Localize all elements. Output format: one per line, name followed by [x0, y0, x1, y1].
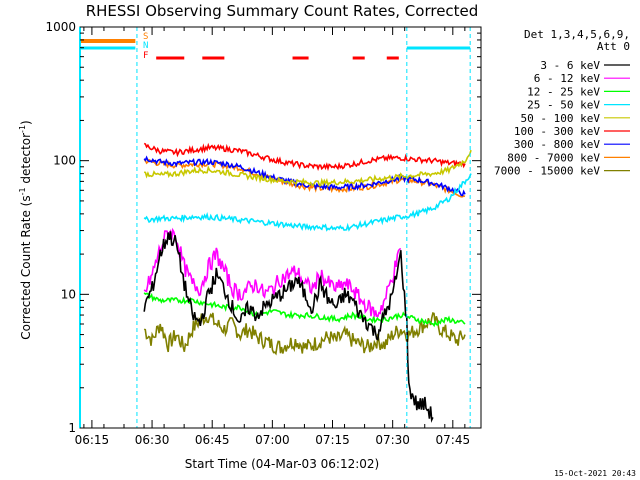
series-layer: [143, 142, 472, 423]
axes: 1 10 100 1000 06:15 06:30 06:45 07:00 07:15 07:30…: [45, 20, 482, 447]
legend-header: Att 0: [597, 40, 630, 53]
x-tick-label: 07:15: [315, 433, 350, 447]
x-axis-label: Start Time (04-Mar-03 06:12:02): [185, 457, 379, 471]
flag-letter-f: F: [143, 51, 148, 61]
x-tick-label: 07:45: [436, 433, 471, 447]
legend-label-50-100-kev: 50 - 100 keV: [521, 112, 601, 125]
series-line-3-6-kev: [143, 231, 434, 423]
legend-label-100-300-kev: 100 - 300 keV: [514, 125, 600, 138]
chart-title: RHESSI Observing Summary Count Rates, Co…: [86, 2, 479, 20]
flag-layer: SNF: [80, 27, 471, 428]
y-tick-label: 1: [68, 421, 76, 435]
legend-label-6-12-kev: 6 - 12 keV: [534, 72, 601, 85]
flag-letter-s: S: [143, 32, 148, 42]
series-line-800-7000-kev: [144, 158, 466, 198]
series-line-12-25-kev: [143, 292, 466, 328]
legend-label-300-800-kev: 300 - 800 keV: [514, 138, 600, 151]
flag-letter-n: N: [143, 41, 148, 51]
series-line-25-50-kev: [143, 173, 472, 232]
legend-label-25-50-kev: 25 - 50 keV: [527, 99, 600, 112]
legend-label-12-25-kev: 12 - 25 keV: [527, 85, 600, 98]
series-line-100-300-kev: [143, 142, 466, 172]
series-line-6-12-kev: [143, 227, 402, 318]
plot-frame: [79, 26, 482, 429]
y-tick-label: 1000: [45, 20, 76, 34]
series-line-50-100-kev: [143, 149, 472, 188]
x-tick-label: 06:30: [135, 433, 170, 447]
legend-label-3-6-kev: 3 - 6 keV: [540, 59, 600, 72]
x-tick-label: 06:15: [75, 433, 110, 447]
y-tick-label: 100: [53, 154, 76, 168]
legend-label-7000-15000-kev: 7000 - 15000 keV: [494, 165, 600, 178]
legend-header: Det 1,3,4,5,6,9,: [524, 28, 630, 41]
legend-label-800-7000-kev: 800 - 7000 keV: [507, 151, 600, 164]
x-tick-label: 07:30: [375, 433, 410, 447]
x-tick-label: 06:45: [195, 433, 230, 447]
footer-timestamp: 15-Oct-2021 20:43: [554, 469, 636, 478]
y-tick-label: 10: [61, 287, 76, 301]
series-line-7000-15000-kev: [143, 312, 466, 356]
y-axis-label: Corrected Count Rate (s-1 detector-1): [18, 120, 33, 339]
x-tick-label: 07:00: [255, 433, 290, 447]
